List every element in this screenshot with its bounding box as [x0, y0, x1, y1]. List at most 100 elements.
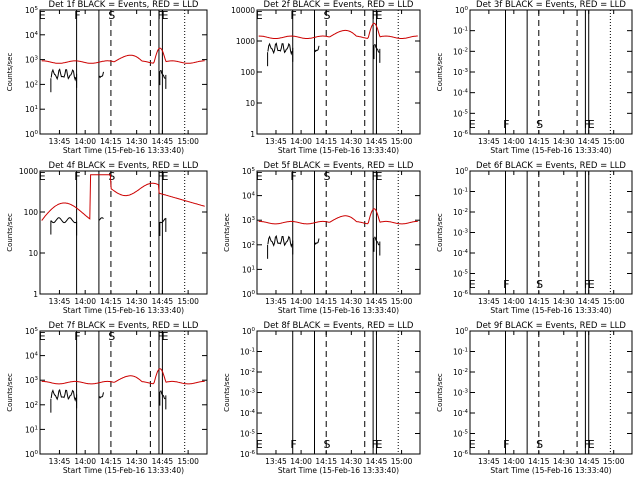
x-tick-label: 14:15 — [100, 297, 122, 306]
y-tick-label: 100 — [242, 290, 256, 299]
plot-frame — [39, 330, 208, 455]
y-tick-label: 101 — [25, 425, 38, 434]
orbit-marker: E — [469, 118, 476, 131]
orbit-marker: F — [372, 438, 378, 451]
orbit-marker: F — [372, 170, 378, 183]
x-tick-label: 15:00 — [177, 457, 199, 466]
orbit-marker: E — [375, 9, 382, 22]
orbit-marker: S — [536, 438, 543, 451]
orbit-marker: E — [256, 438, 263, 451]
orbit-marker: E — [161, 330, 168, 343]
y-tick-label: 10-3 — [240, 389, 256, 398]
y-axis-label: Counts/sec — [6, 373, 14, 412]
lld-series-line — [258, 22, 418, 39]
x-tick-label: 13:45 — [478, 297, 500, 306]
y-tick-label: 101 — [242, 265, 255, 274]
x-tick-label: 13:45 — [49, 297, 71, 306]
x-tick-label: 14:15 — [528, 137, 550, 146]
plot-frame — [256, 170, 421, 295]
y-tick-label: 1 — [33, 290, 38, 299]
y-tick-label: 105 — [25, 327, 39, 336]
y-axis-label: Counts/sec — [436, 53, 444, 92]
y-tick-label: 10-6 — [453, 290, 469, 299]
x-tick-label: 15:00 — [177, 137, 199, 146]
y-axis-label: Counts/sec — [6, 213, 14, 252]
x-tick-label: 14:00 — [74, 137, 96, 146]
x-tick-label: 14:45 — [152, 137, 174, 146]
y-tick-label: 104 — [25, 352, 39, 361]
y-tick-label: 10 — [245, 99, 255, 108]
chart-title: Det 2f BLACK = Events, RED = LLD — [264, 0, 414, 10]
lld-series-line — [41, 368, 205, 385]
events-series-line — [50, 388, 166, 402]
y-axis-label: Counts/sec — [436, 373, 444, 412]
plot-frame — [256, 330, 421, 455]
x-tick-label: 14:15 — [528, 297, 550, 306]
plot-frame — [39, 170, 208, 295]
orbit-marker: S — [108, 170, 115, 183]
y-tick-label: 105 — [242, 167, 256, 176]
x-tick-label: 14:30 — [341, 137, 363, 146]
x-tick-label: 15:00 — [391, 457, 413, 466]
orbit-marker: E — [39, 330, 46, 343]
orbit-marker: F — [158, 330, 164, 343]
x-axis-label: Start Time (15-Feb-16 13:33:40) — [63, 306, 184, 315]
x-tick-label: 14:45 — [366, 457, 388, 466]
x-tick-label: 14:00 — [74, 457, 96, 466]
x-tick-label: 15:00 — [391, 297, 413, 306]
x-axis-label: Start Time (15-Feb-16 13:33:40) — [490, 146, 611, 155]
x-tick-label: 14:30 — [341, 457, 363, 466]
x-tick-label: 13:45 — [265, 457, 287, 466]
chart-title: Det 4f BLACK = Events, RED = LLD — [49, 161, 199, 171]
x-tick-label: 15:00 — [603, 457, 625, 466]
y-tick-label: 10-4 — [453, 409, 469, 418]
x-tick-label: 15:00 — [391, 137, 413, 146]
y-tick-label: 100 — [455, 327, 469, 336]
x-tick-label: 15:00 — [603, 137, 625, 146]
x-tick-label: 13:45 — [265, 137, 287, 146]
y-tick-label: 100 — [25, 450, 39, 459]
y-tick-label: 1000 — [236, 37, 255, 46]
orbit-marker: F — [503, 118, 509, 131]
y-tick-label: 100 — [242, 327, 256, 336]
x-axis-label: Start Time (15-Feb-16 13:33:40) — [63, 146, 184, 155]
y-tick-label: 10-6 — [453, 450, 469, 459]
orbit-marker: F — [290, 170, 296, 183]
x-tick-label: 14:00 — [74, 297, 96, 306]
y-tick-label: 10-4 — [453, 89, 469, 98]
orbit-marker: F — [74, 330, 80, 343]
orbit-marker: E — [375, 170, 382, 183]
orbit-marker: E — [256, 170, 263, 183]
y-tick-label: 10-1 — [453, 188, 468, 197]
y-axis-label: Counts/sec — [6, 53, 14, 92]
x-tick-label: 14:30 — [126, 137, 148, 146]
y-axis-label: Counts/sec — [436, 213, 444, 252]
y-tick-label: 10-2 — [240, 368, 255, 377]
y-tick-label: 101 — [25, 105, 38, 114]
y-tick-label: 100 — [241, 68, 256, 77]
y-tick-label: 10 — [28, 249, 38, 258]
x-tick-label: 14:30 — [341, 297, 363, 306]
x-tick-label: 14:30 — [126, 457, 148, 466]
x-tick-label: 14:45 — [578, 457, 600, 466]
y-tick-label: 10-5 — [453, 109, 469, 118]
x-tick-label: 13:45 — [49, 457, 71, 466]
orbit-marker: S — [324, 438, 331, 451]
orbit-marker: E — [256, 9, 263, 22]
y-tick-label: 102 — [25, 401, 38, 410]
y-tick-label: 1 — [250, 130, 255, 139]
x-tick-label: 14:00 — [290, 457, 312, 466]
x-tick-label: 13:45 — [49, 137, 71, 146]
chart-title: Det 3f BLACK = Events, RED = LLD — [476, 0, 626, 10]
x-tick-label: 14:00 — [290, 137, 312, 146]
x-tick-label: 14:45 — [578, 297, 600, 306]
y-tick-label: 100 — [455, 6, 469, 15]
x-tick-label: 14:45 — [152, 297, 174, 306]
y-tick-label: 10-2 — [453, 47, 468, 56]
chart-title: Det 8f BLACK = Events, RED = LLD — [264, 321, 414, 331]
orbit-marker: F — [372, 9, 378, 22]
orbit-marker: F — [584, 278, 590, 291]
orbit-marker: E — [469, 278, 476, 291]
orbit-marker: E — [469, 438, 476, 451]
y-tick-label: 105 — [25, 6, 39, 15]
